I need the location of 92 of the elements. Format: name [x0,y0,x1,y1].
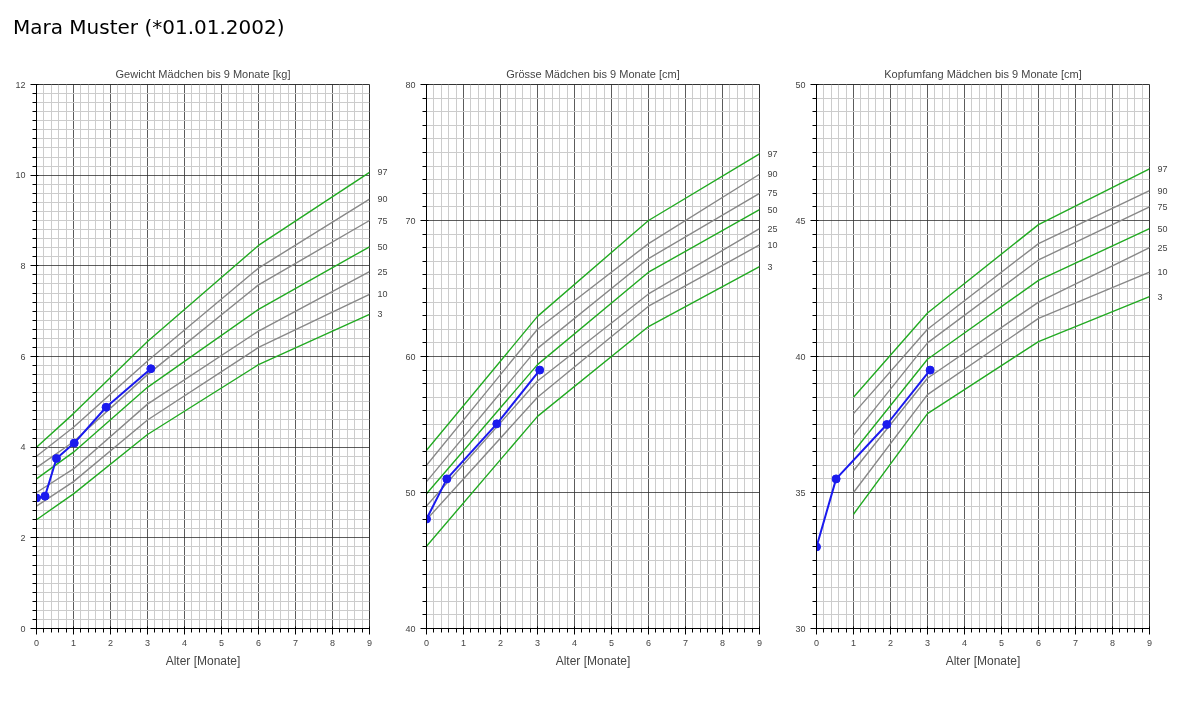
y-tick-label: 0 [20,623,26,634]
y-tick-label: 8 [20,260,26,271]
y-tick-label: 70 [405,215,416,226]
text: Mara Muster (*01.01.2002) [12,14,286,41]
point [535,365,545,375]
series-label: 90 [1157,185,1168,196]
series-label: 10 [1157,267,1168,278]
x-tick-label: 5 [999,637,1005,648]
series-label: 75 [377,215,388,226]
line-series [852,189,1150,415]
point [69,438,79,448]
x-tick-label: 2 [108,637,114,648]
y-tick-label: 30 [795,623,806,634]
x-tick-label: 3 [535,637,541,648]
x-tick-label: 9 [757,637,763,648]
x-tick-label: 2 [888,637,894,648]
y-tick-label: 12 [15,79,26,90]
line-series [852,271,1150,494]
point [925,365,935,375]
y-tick-label: 6 [20,351,26,362]
x-tick-label: 8 [330,637,336,648]
series-label: 3 [377,309,383,320]
x-tick-label: 7 [683,637,689,648]
series-label: 25 [377,266,388,277]
point [101,402,111,412]
x-tick-label: 7 [1073,637,1079,648]
x-tick-label: 9 [367,637,373,648]
x-axis-title: Alter [Monate] [945,653,1021,668]
series-label: 10 [377,289,388,300]
y-tick-label: 35 [795,487,806,498]
line-series [852,168,1150,398]
point [51,454,61,463]
point [40,491,50,501]
x-tick-label: 4 [962,637,968,648]
point [882,420,892,429]
x-tick-label: 5 [609,637,615,648]
x-tick-label: 2 [498,637,504,648]
series-label: 50 [767,204,778,215]
line-series [852,295,1150,515]
y-tick-label: 40 [405,623,416,634]
x-tick-label: 5 [219,637,225,648]
x-tick-label: 0 [424,637,430,648]
point [492,419,502,429]
x-axis-title: Alter [Monate] [165,653,241,668]
chart-title: Kopfumfang Mädchen bis 9 Monate [cm] [884,67,1082,80]
y-tick-label: 2 [20,532,26,543]
series-label: 25 [767,223,778,234]
x-tick-label: 6 [1036,637,1042,648]
y-tick-label: 50 [795,79,806,90]
point [442,474,452,484]
line-series [852,247,1150,472]
y-tick-label: 40 [795,351,806,362]
x-tick-label: 8 [1110,637,1116,648]
series-label: 50 [1157,223,1168,234]
series-label: 3 [1157,291,1163,302]
series-label: 97 [377,167,388,178]
y-tick-label: 80 [405,79,416,90]
y-tick-label: 50 [405,487,416,498]
series-label: 75 [1157,201,1168,212]
point [831,474,841,484]
series-label: 90 [377,194,388,205]
y-tick-label: 45 [795,215,806,226]
chart-title: Grösse Mädchen bis 9 Monate [cm] [506,67,680,80]
x-tick-label: 6 [256,637,262,648]
x-tick-label: 7 [293,637,299,648]
series-label: 97 [767,148,778,159]
x-tick-label: 1 [461,637,467,648]
x-tick-label: 4 [572,637,578,648]
series-label: 25 [1157,242,1168,253]
series-label: 75 [767,188,778,199]
x-axis-title: Alter [Monate] [555,653,631,668]
x-tick-label: 9 [1147,637,1153,648]
y-tick-label: 10 [15,170,26,181]
x-tick-label: 0 [814,637,820,648]
point [146,364,156,374]
y-tick-label: 4 [20,442,26,453]
x-tick-label: 8 [720,637,726,648]
x-tick-label: 3 [925,637,931,648]
chart-title: Gewicht Mädchen bis 9 Monate [kg] [115,67,291,80]
y-tick-label: 60 [405,351,416,362]
line-series [426,266,760,547]
x-tick-label: 0 [34,637,40,648]
series-label: 50 [377,241,388,252]
x-tick-label: 6 [646,637,652,648]
x-tick-label: 1 [71,637,77,648]
x-tick-label: 4 [182,637,188,648]
series-label: 10 [767,239,778,250]
x-tick-label: 3 [145,637,151,648]
series-label: 90 [767,169,778,180]
series-label: 97 [1157,163,1168,174]
x-tick-label: 1 [851,637,857,648]
series-label: 3 [767,261,773,272]
